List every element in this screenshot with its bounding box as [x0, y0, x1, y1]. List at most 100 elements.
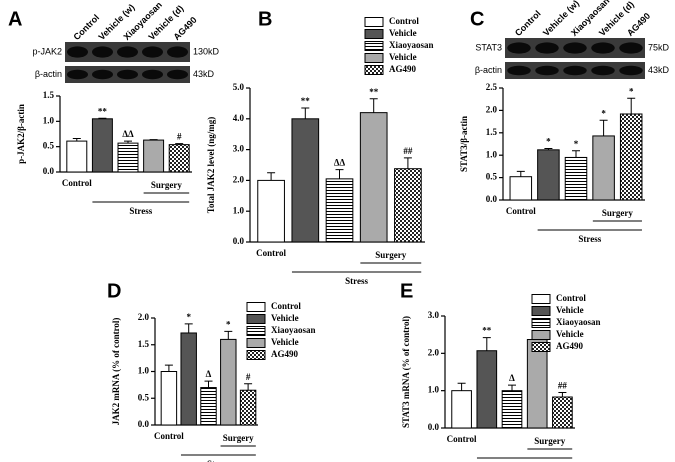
blot-band [619, 65, 643, 76]
blot-band [117, 69, 138, 80]
y-axis-label: Total JAK2 level (ng/mg) [206, 117, 216, 213]
significance-mark: ΔΔ [334, 158, 346, 168]
error-bar [72, 138, 81, 142]
bar [394, 168, 422, 243]
group-label: Control [154, 431, 184, 441]
blot-band [619, 42, 643, 54]
legend-label: Vehicle [556, 329, 584, 339]
bar [476, 350, 498, 429]
legend-label: Vehicle [556, 305, 584, 315]
legend-swatch [364, 53, 384, 63]
panel-letter: A [8, 8, 22, 30]
legend-label: Control [389, 16, 419, 26]
legend-swatch [364, 29, 384, 39]
legend-swatch [364, 65, 384, 75]
error-bar [482, 337, 491, 351]
significance-mark: * [629, 86, 634, 96]
error-bar [335, 169, 344, 179]
blot-band [67, 69, 88, 80]
group-label: Control [447, 434, 477, 444]
significance-mark: * [186, 312, 191, 322]
legend-swatch [531, 294, 551, 304]
legend-label: Xiaoyaosan [389, 40, 434, 50]
bar [220, 338, 237, 426]
significance-mark: * [226, 319, 231, 329]
significance-mark: ## [558, 381, 568, 391]
error-bar [599, 119, 608, 136]
error-bar [175, 143, 184, 145]
blot-band [117, 46, 138, 58]
group-label: Surgery [602, 208, 633, 218]
error-bar [184, 323, 193, 333]
blot-band [142, 46, 163, 58]
bar [160, 371, 178, 426]
blot-band [92, 46, 113, 58]
y-tick-label: 0.5 [138, 392, 150, 402]
legend-swatch [364, 41, 384, 51]
bar [200, 387, 217, 426]
error-bar [204, 380, 213, 388]
group-label: Surgery [151, 180, 182, 190]
bar [526, 339, 548, 429]
y-axis-label: p-JAK2/β-actin [16, 104, 26, 164]
bar [291, 118, 320, 243]
legend-label: AG490 [389, 64, 417, 74]
y-tick-label: 3.0 [428, 310, 440, 320]
legend-label: Control [556, 293, 586, 303]
error-bar [267, 172, 276, 181]
blot-band [92, 69, 113, 80]
blot-row-label: STAT3 [475, 42, 502, 52]
significance-mark: ## [403, 146, 413, 156]
bar [537, 149, 560, 201]
y-tick-label: 2.0 [486, 104, 498, 114]
group-label: Stress [345, 276, 368, 286]
legend-swatch [246, 338, 266, 348]
lane-label: Control [72, 12, 102, 42]
blot-band [142, 69, 163, 80]
significance-mark: # [246, 372, 251, 382]
group-label: Stress [207, 459, 230, 462]
group-label: Surgery [534, 436, 565, 446]
y-tick-label: 2.0 [428, 347, 440, 357]
y-tick-label: 4.0 [233, 113, 245, 123]
error-bar [403, 157, 412, 169]
y-tick-label: 2.0 [233, 174, 245, 184]
error-bar [164, 364, 173, 372]
blot-size-label: 75kD [648, 42, 670, 52]
group-label: Stress [129, 206, 152, 216]
legend-label: Vehicle [389, 28, 417, 38]
error-bar [244, 383, 253, 391]
blot-band [591, 65, 615, 76]
error-bar [149, 139, 158, 141]
error-bar [124, 140, 132, 144]
blot-row-label: β-actin [35, 69, 62, 79]
error-bar [98, 117, 107, 119]
group-label: Control [506, 206, 536, 216]
error-bar [369, 98, 378, 113]
bar [91, 118, 113, 173]
significance-mark: ΔΔ [122, 129, 134, 139]
bar [168, 144, 190, 173]
y-tick-label: 0.5 [486, 172, 498, 182]
y-tick-label: 0.0 [43, 166, 55, 176]
y-tick-label: 1.5 [43, 90, 55, 100]
y-tick-label: 1.5 [138, 339, 150, 349]
y-tick-label: 1.0 [486, 149, 498, 159]
error-bar [457, 382, 466, 391]
legend-swatch [246, 314, 266, 324]
bar [257, 179, 285, 243]
y-tick-label: 0.0 [138, 419, 150, 429]
panel-letter: C [470, 8, 484, 30]
blot-size-label: 43kD [648, 65, 670, 75]
error-bar [572, 150, 580, 158]
significance-mark: Δ [509, 373, 515, 383]
blot-band [563, 42, 587, 54]
y-axis-label: JAK2 mRNA (% of control) [111, 318, 121, 426]
legend-label: Vehicle [271, 313, 299, 323]
error-bar [627, 97, 636, 114]
blot-band [167, 69, 188, 80]
blot-band [507, 65, 531, 76]
error-bar [558, 392, 567, 398]
y-tick-label: 1.0 [138, 366, 150, 376]
